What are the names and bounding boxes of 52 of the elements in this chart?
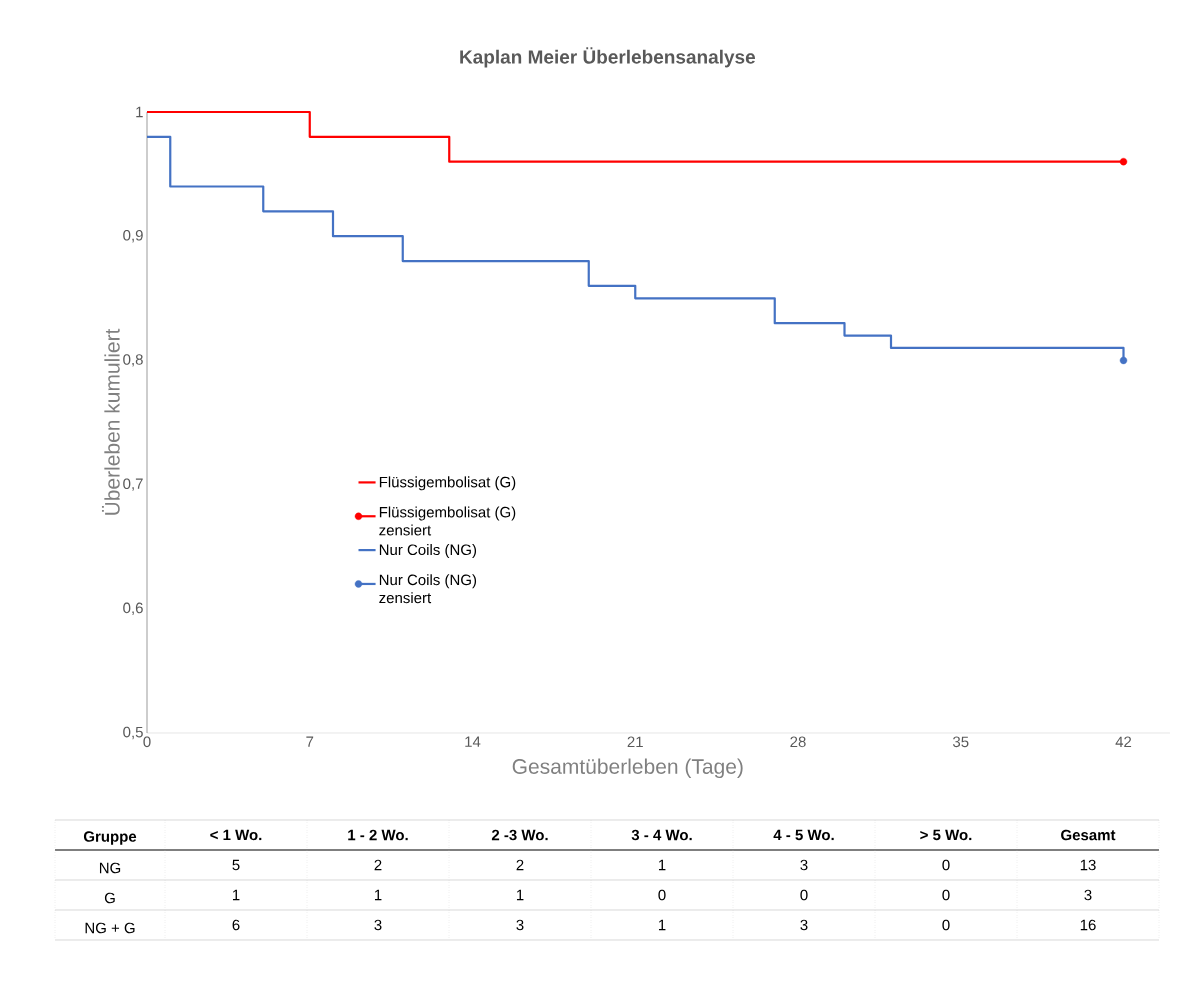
data-label: 0: [658, 889, 666, 901]
legend-label: Nur Coils (NG): [379, 544, 477, 559]
legend-label: Flüssigembolisat (G): [379, 476, 516, 491]
y-tick-label: 0,5: [123, 726, 143, 740]
x-tick-label: 4 - 5 Wo.: [773, 829, 834, 841]
chart-title: Kaplan Meier Überlebensanalyse: [460, 47, 756, 68]
data-label: 3: [374, 919, 382, 931]
y-tick-label: 0,7: [123, 478, 143, 491]
data-label: 0: [800, 889, 808, 901]
data-label: 3: [800, 859, 808, 871]
y-tick-label: G: [104, 892, 115, 904]
x-tick-label: 2 -3 Wo.: [491, 829, 548, 841]
data-label: 0: [942, 889, 950, 901]
y-tick-label: 0,9: [123, 229, 143, 243]
x-tick-label: 35: [952, 736, 969, 748]
y-tick-label: 0,8: [123, 354, 143, 367]
data-label: 3: [1084, 889, 1092, 901]
legend-label: Nur Coils (NG) zensiert: [379, 574, 477, 604]
y-tick-label: NG: [99, 862, 121, 874]
x-tick-label: > 5 Wo.: [920, 829, 972, 841]
data-label: 1: [516, 889, 524, 901]
y-axis-title: Gruppe: [83, 831, 137, 845]
data-label: 16: [1080, 919, 1096, 931]
legend-label: Flüssigembolisat (G) zensiert: [379, 506, 516, 536]
y-tick-label: 0,6: [123, 602, 143, 615]
x-axis-title: Gesamtüberleben (Tage): [512, 758, 743, 779]
data-label: 1: [374, 889, 382, 901]
data-label: 0: [942, 919, 950, 931]
x-tick-label: 1 - 2 Wo.: [348, 829, 408, 841]
data-label: 1: [232, 889, 240, 901]
x-tick-label: 3 - 4 Wo.: [631, 829, 692, 841]
data-label: 2: [374, 859, 382, 871]
y-axis-title: Überleben kumuliert: [101, 328, 120, 515]
data-label: 3: [516, 919, 524, 931]
data-label: 0: [942, 859, 950, 871]
data-label: 3: [800, 919, 808, 931]
x-tick-label: < 1 Wo.: [210, 829, 262, 841]
x-tick-label: 14: [465, 736, 481, 747]
x-tick-label: Gesamt: [1061, 829, 1116, 841]
data-label: 6: [232, 919, 240, 931]
data-label: 2: [516, 859, 524, 871]
data-label: 5: [232, 859, 240, 871]
x-tick-label: 0: [143, 736, 151, 748]
data-label: 1: [658, 859, 666, 871]
y-tick-label: 1: [136, 106, 143, 118]
x-tick-label: 42: [1115, 736, 1132, 747]
data-label: 13: [1080, 859, 1096, 871]
x-tick-label: 28: [790, 736, 806, 748]
x-tick-label: 21: [627, 736, 643, 747]
y-tick-label: NG + G: [85, 922, 135, 934]
data-label: 1: [658, 919, 666, 931]
x-tick-label: 7: [306, 736, 314, 747]
